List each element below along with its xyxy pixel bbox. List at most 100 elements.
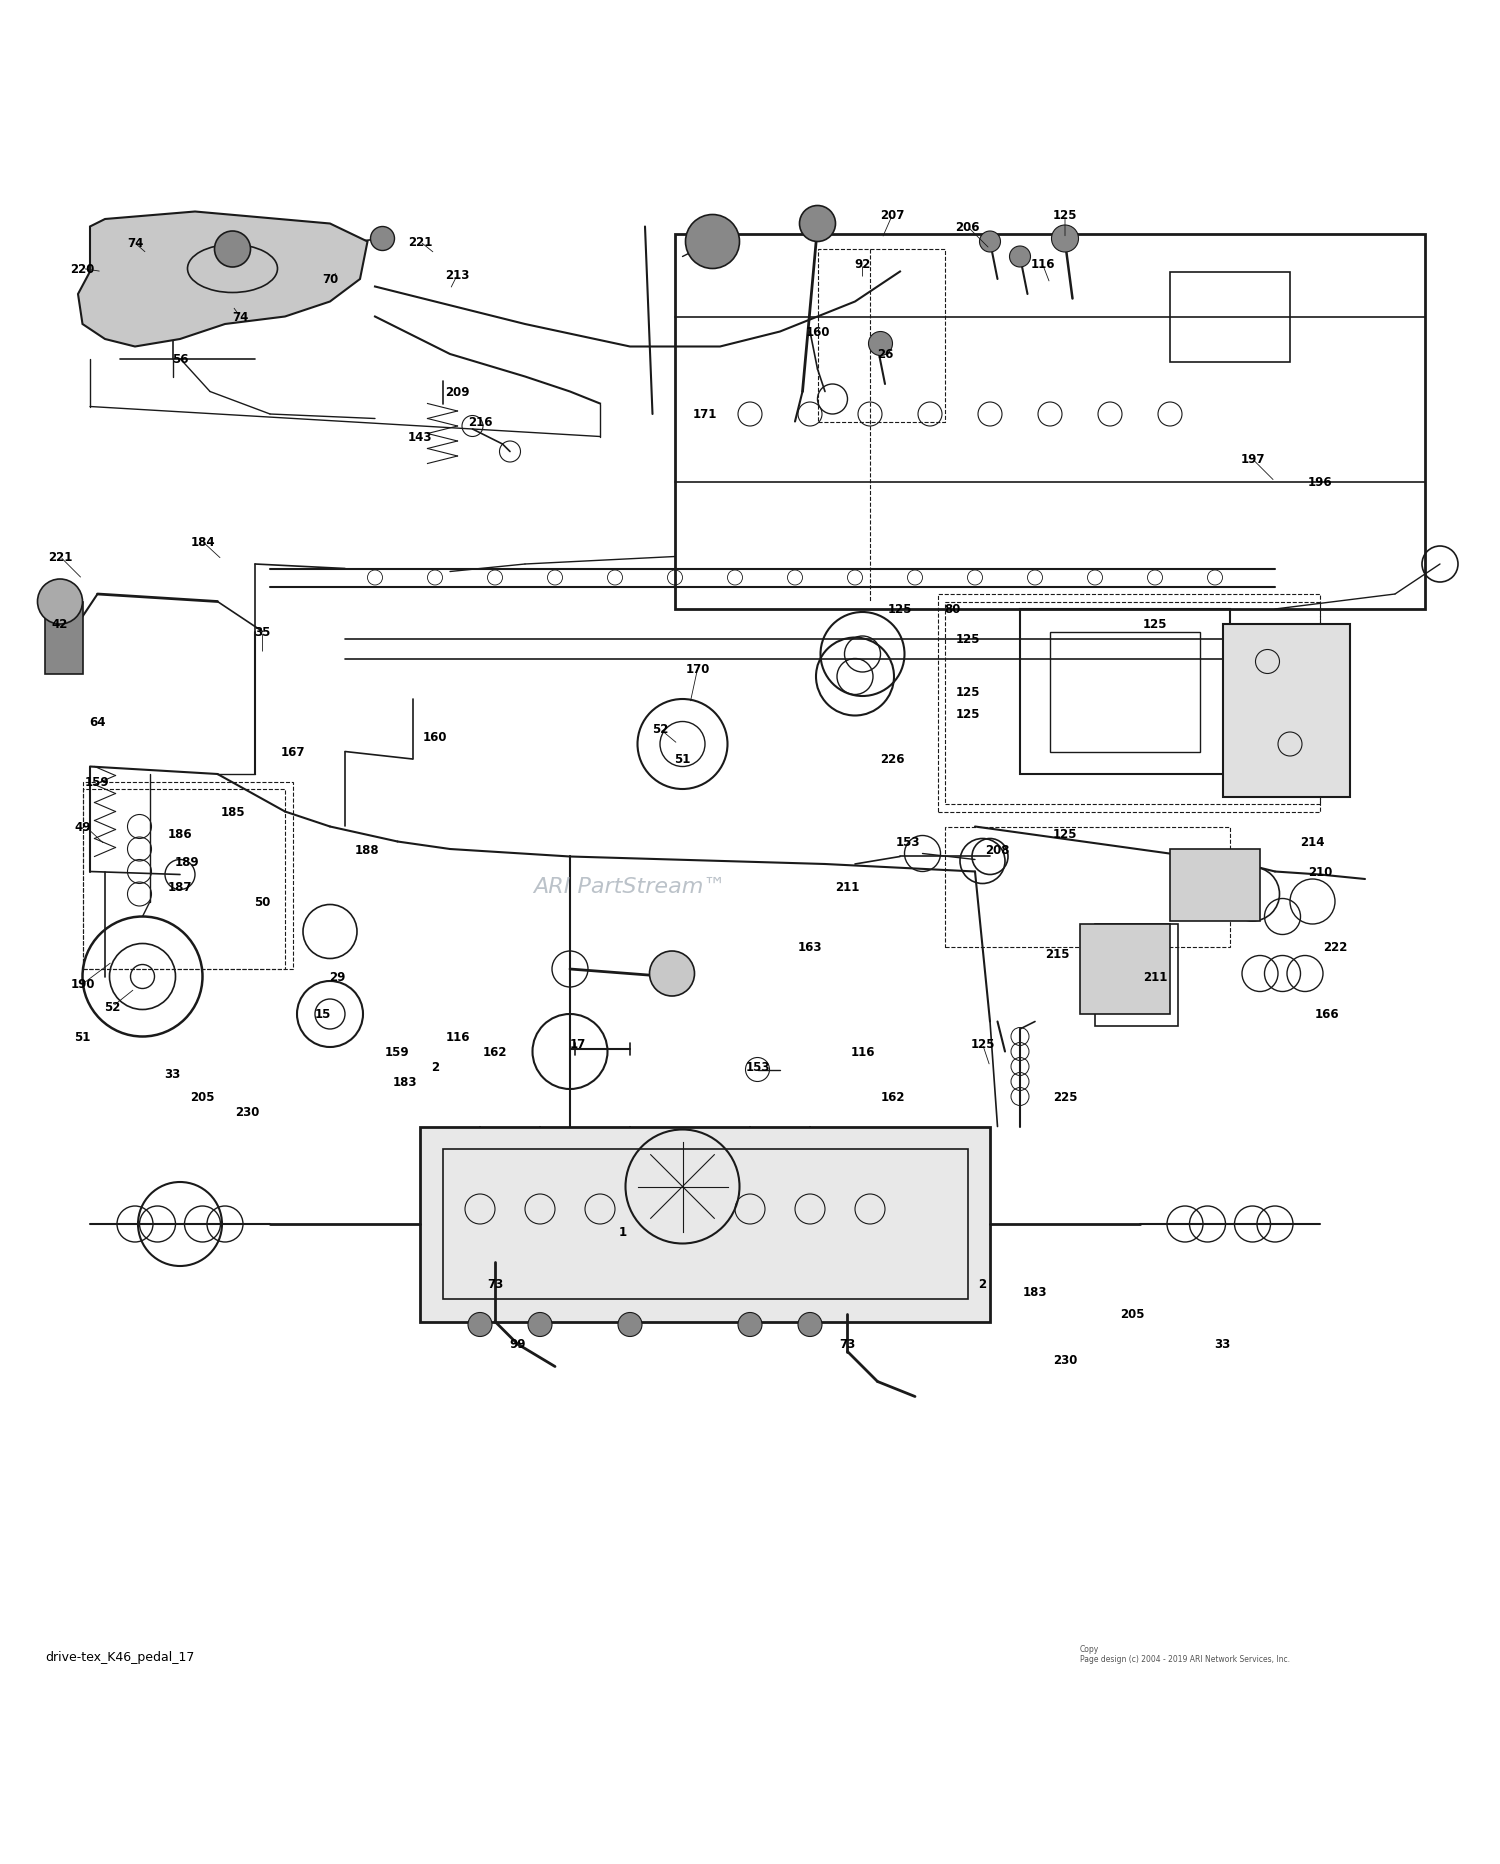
Bar xyxy=(938,595,1320,813)
Text: 197: 197 xyxy=(1240,453,1264,466)
Text: 162: 162 xyxy=(483,1046,507,1059)
Text: 74: 74 xyxy=(232,311,248,324)
Text: 207: 207 xyxy=(880,209,904,222)
Text: 214: 214 xyxy=(1300,835,1324,848)
Circle shape xyxy=(618,1312,642,1336)
Text: 64: 64 xyxy=(90,716,105,729)
Text: 15: 15 xyxy=(315,1008,330,1021)
Text: 160: 160 xyxy=(423,731,447,744)
Text: 125: 125 xyxy=(956,708,980,721)
Text: 170: 170 xyxy=(686,664,709,677)
Circle shape xyxy=(370,227,394,252)
Text: 29: 29 xyxy=(330,971,345,984)
Text: 190: 190 xyxy=(70,979,94,992)
Circle shape xyxy=(686,216,740,270)
Text: 186: 186 xyxy=(168,828,192,841)
Text: 125: 125 xyxy=(970,1038,994,1051)
Text: drive-tex_K46_pedal_17: drive-tex_K46_pedal_17 xyxy=(45,1652,195,1663)
Text: 222: 222 xyxy=(1323,941,1347,954)
Text: 49: 49 xyxy=(74,820,90,833)
Circle shape xyxy=(868,332,892,356)
Text: 80: 80 xyxy=(945,604,960,617)
Bar xyxy=(945,602,1320,805)
Bar xyxy=(945,828,1230,947)
Bar xyxy=(82,790,285,969)
Text: 189: 189 xyxy=(176,856,200,869)
Circle shape xyxy=(38,580,82,624)
Text: 50: 50 xyxy=(255,895,270,908)
Text: 205: 205 xyxy=(1120,1309,1144,1322)
Text: 153: 153 xyxy=(896,835,920,848)
Circle shape xyxy=(528,1312,552,1336)
Bar xyxy=(1020,610,1230,775)
Text: 187: 187 xyxy=(168,880,192,893)
Text: 159: 159 xyxy=(86,775,109,788)
Text: 166: 166 xyxy=(1316,1008,1340,1021)
Text: ARI PartStream™: ARI PartStream™ xyxy=(534,878,726,897)
Text: 213: 213 xyxy=(446,268,470,281)
Text: 42: 42 xyxy=(53,619,68,632)
Text: 184: 184 xyxy=(190,535,214,548)
Text: 26: 26 xyxy=(878,349,892,362)
Text: 2: 2 xyxy=(978,1279,987,1290)
Circle shape xyxy=(798,1312,822,1336)
Text: 33: 33 xyxy=(1215,1338,1230,1351)
Circle shape xyxy=(214,231,250,268)
Text: 125: 125 xyxy=(956,634,980,647)
Text: 116: 116 xyxy=(1030,259,1054,272)
Text: 153: 153 xyxy=(746,1061,770,1074)
Text: 52: 52 xyxy=(652,723,668,736)
Text: 163: 163 xyxy=(798,941,822,954)
Bar xyxy=(675,235,1425,610)
Circle shape xyxy=(800,207,836,242)
Bar xyxy=(442,1150,968,1299)
Text: 226: 226 xyxy=(880,753,904,766)
Bar xyxy=(1222,624,1350,798)
Text: 2: 2 xyxy=(430,1061,439,1074)
Text: 205: 205 xyxy=(190,1090,214,1103)
Circle shape xyxy=(980,231,1000,254)
Text: 230: 230 xyxy=(236,1105,260,1118)
Text: 51: 51 xyxy=(675,753,690,766)
Bar xyxy=(1050,632,1200,751)
Bar xyxy=(818,250,945,423)
Circle shape xyxy=(1052,226,1078,254)
Text: 206: 206 xyxy=(956,220,980,233)
Text: 215: 215 xyxy=(1046,949,1070,962)
Text: 159: 159 xyxy=(386,1046,410,1059)
Text: 116: 116 xyxy=(446,1031,470,1044)
Text: 211: 211 xyxy=(836,880,860,893)
Text: 230: 230 xyxy=(1053,1353,1077,1366)
Text: 185: 185 xyxy=(220,805,245,818)
Text: 211: 211 xyxy=(1143,971,1167,984)
Text: 73: 73 xyxy=(488,1279,502,1290)
Bar xyxy=(1170,272,1290,362)
Text: 92: 92 xyxy=(855,259,870,272)
Text: 33: 33 xyxy=(165,1068,180,1081)
Text: 99: 99 xyxy=(509,1338,525,1351)
Text: 74: 74 xyxy=(128,237,142,250)
Text: 160: 160 xyxy=(806,326,830,339)
Text: 35: 35 xyxy=(255,626,270,639)
Circle shape xyxy=(1010,246,1031,268)
Text: 221: 221 xyxy=(48,550,72,563)
Text: 125: 125 xyxy=(956,686,980,699)
Text: 183: 183 xyxy=(1023,1286,1047,1299)
Text: 221: 221 xyxy=(408,237,432,250)
Text: 73: 73 xyxy=(840,1338,855,1351)
Text: 216: 216 xyxy=(468,416,492,429)
Text: 70: 70 xyxy=(322,274,338,287)
Text: 167: 167 xyxy=(280,746,304,759)
Text: 162: 162 xyxy=(880,1090,904,1103)
Text: 225: 225 xyxy=(1053,1090,1077,1103)
Polygon shape xyxy=(78,212,368,347)
Text: 17: 17 xyxy=(570,1038,585,1051)
Text: 171: 171 xyxy=(693,408,717,421)
Circle shape xyxy=(468,1312,492,1336)
Bar xyxy=(420,1128,990,1322)
Text: 125: 125 xyxy=(1143,619,1167,632)
Text: 183: 183 xyxy=(393,1076,417,1089)
Text: 116: 116 xyxy=(850,1046,874,1059)
Text: 210: 210 xyxy=(1308,865,1332,878)
Text: 125: 125 xyxy=(1053,209,1077,222)
